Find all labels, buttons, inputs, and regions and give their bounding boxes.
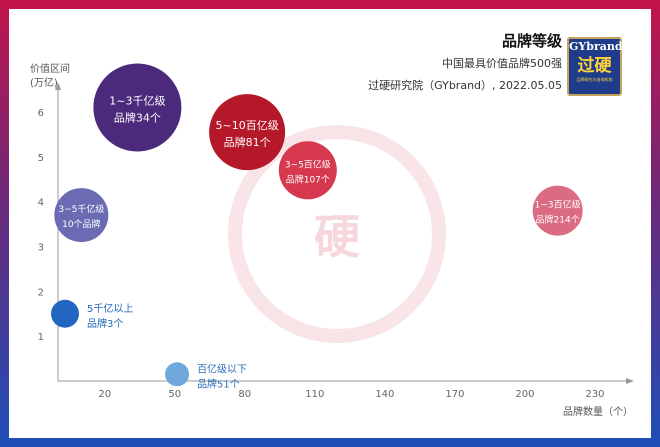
x-tick-label: 200: [515, 389, 534, 400]
y-axis-arrow: [55, 82, 61, 90]
bubble-label: 百亿级以下: [197, 362, 247, 375]
y-tick-label: 1: [38, 332, 44, 343]
x-tick-label: 110: [305, 389, 324, 400]
bubble: [93, 63, 182, 152]
x-tick-label: 230: [585, 389, 604, 400]
bubble-label: 3~5千亿级: [58, 203, 104, 215]
chart-subtitle: 中国最具价值品牌500强: [442, 57, 562, 70]
bubble-label: 1~3百亿级: [535, 199, 581, 211]
logo-brand-text: GYbrand: [569, 40, 623, 53]
watermark-text: 硬: [314, 210, 360, 264]
logo-main-text: 过硬: [577, 56, 612, 76]
y-tick-label: 6: [38, 108, 44, 119]
bubble-label: 品牌34个: [114, 111, 161, 125]
logo-tagline: 品牌研究与咨询机构: [576, 77, 613, 82]
y-tick-label: 5: [38, 153, 44, 164]
x-tick-label: 140: [375, 389, 394, 400]
bubble: [209, 94, 286, 171]
x-tick-label: 20: [98, 389, 111, 400]
bubble-label: 品牌107个: [286, 173, 330, 185]
bubble-label: 品牌214个: [536, 214, 580, 226]
x-axis-label: 品牌数量（个）: [563, 405, 633, 418]
bubble: [532, 185, 583, 236]
bubble-label: 5千亿以上: [87, 302, 133, 315]
bubble-label: 3~5百亿级: [285, 158, 331, 170]
bubble-label: 5~10百亿级: [216, 119, 279, 132]
y-axis-label-line1: 价值区间: [30, 62, 70, 75]
bubble-label: 品牌81个: [224, 135, 271, 149]
x-tick-label: 80: [238, 389, 251, 400]
x-axis-arrow: [626, 378, 634, 384]
bubble-label: 10个品牌: [62, 218, 100, 230]
x-tick-label: 170: [445, 389, 464, 400]
bubble-label: 1~3千亿级: [109, 95, 165, 108]
bubble: [165, 362, 190, 387]
y-tick-label: 4: [38, 198, 44, 209]
bubble: [51, 299, 80, 328]
bubble: [278, 141, 337, 200]
bubble-label: 品牌51个: [197, 377, 240, 390]
y-tick-label: 2: [38, 287, 44, 298]
x-tick-label: 50: [168, 389, 181, 400]
bubble-label: 品牌3个: [87, 317, 123, 330]
y-axis-label-line2: (万亿): [30, 76, 58, 89]
chart-source: 过硬研究院（GYbrand）, 2022.05.05: [368, 79, 562, 92]
y-tick-label: 3: [38, 243, 44, 254]
bubble: [54, 188, 109, 243]
gybrand-logo: GYbrand 过硬 品牌研究与咨询机构: [567, 37, 623, 96]
chart-title: 品牌等级: [501, 32, 562, 50]
